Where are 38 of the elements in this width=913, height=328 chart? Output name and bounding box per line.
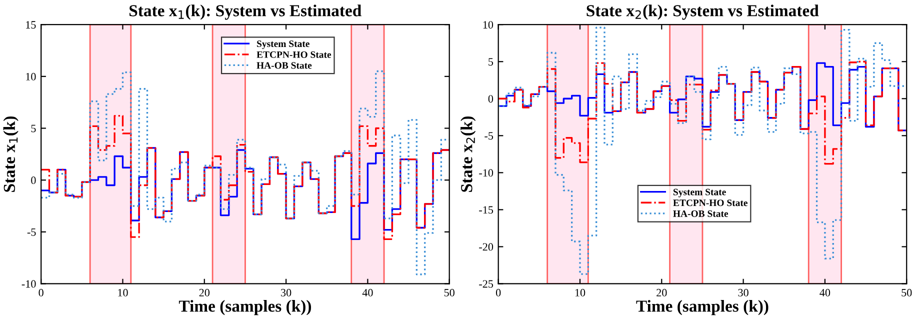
x-tick-label: 50	[444, 288, 454, 296]
y-tick-label: 0	[488, 95, 494, 103]
legend-label: ETCPN-HO State	[673, 200, 748, 206]
chart-title: State x$_{2}$(k): System vs Estimated	[586, 4, 819, 20]
y-tick-label: 15	[26, 21, 36, 29]
y-tick-label: 0	[31, 176, 36, 184]
x-tick-label: 20	[656, 288, 667, 296]
x-axis-title: Time (samples (k))	[178, 300, 311, 316]
x-tick-label: 0	[38, 288, 44, 296]
legend-label: HA-OB State	[673, 210, 728, 217]
legend-label: HA-OB State	[256, 62, 312, 69]
y-axis-title: State x$_{1}$(k)	[3, 116, 18, 192]
x-tick-label: 30	[738, 288, 748, 296]
x-tick-label: 40	[362, 288, 373, 296]
y-tick-label: -5	[27, 228, 36, 236]
y-tick-label: 10	[26, 72, 36, 80]
y-tick-label: 5	[488, 58, 494, 66]
y-tick-label: 5	[31, 124, 36, 132]
x-tick-label: 0	[496, 288, 501, 296]
y-tick-label: 10	[483, 21, 494, 29]
chart-title: State x$_{1}$(k): System vs Estimated	[130, 4, 362, 20]
x-tick-label: 10	[118, 288, 128, 296]
y-axis-title: State x$_{2}$(k)	[460, 116, 476, 192]
x-tick-label: 10	[575, 288, 586, 296]
x-tick-label: 40	[820, 288, 830, 296]
legend-label: System State	[257, 40, 310, 50]
y-tick-label: -5	[484, 132, 494, 140]
y-tick-label: -25	[479, 280, 494, 288]
x-axis-title: Time (samples (k))	[636, 300, 768, 316]
legend-label: System State	[673, 188, 726, 198]
y-tick-label: -20	[479, 243, 494, 251]
legend-label: ETCPN-HO State	[256, 51, 332, 58]
x-tick-label: 50	[902, 288, 912, 296]
y-tick-label: -15	[479, 206, 494, 214]
y-tick-label: -10	[22, 280, 36, 288]
x-tick-label: 30	[281, 288, 292, 296]
y-tick-label: -10	[479, 169, 494, 177]
x-tick-label: 20	[199, 288, 210, 296]
